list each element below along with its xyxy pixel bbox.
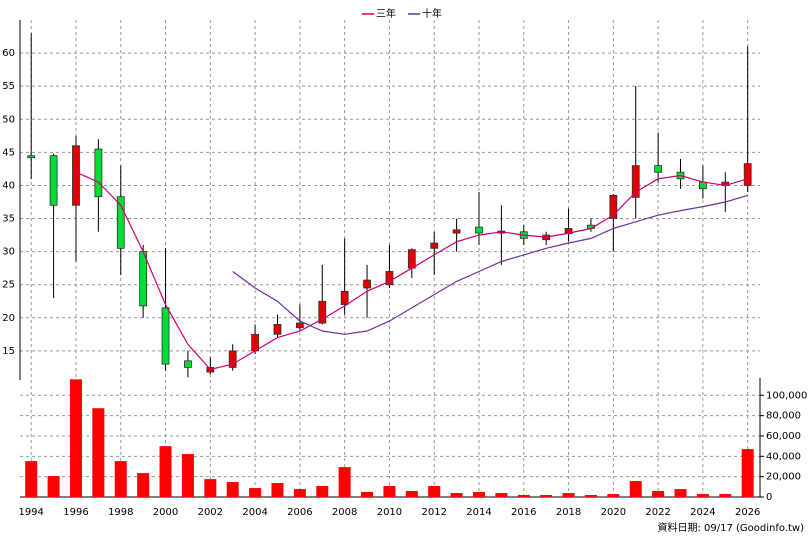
x-tick-label: 2016 [511,507,536,518]
volume-bar [137,473,150,497]
volume-bar [25,461,38,497]
volume-bar [450,493,463,497]
volume-tick-label: 80,000 [766,411,801,422]
y-tick-label: 60 [2,48,15,59]
ma-line [232,194,748,335]
ma-line [75,171,748,371]
candle-body [228,350,237,368]
volume-bar [316,486,329,497]
x-tick-label: 1996 [63,507,88,518]
volume-tick-label: 20,000 [766,472,801,483]
volume-bar [584,494,597,497]
volume-tick-label: 0 [766,492,772,503]
volume-bar [495,493,508,497]
x-tick-label: 2022 [645,507,670,518]
x-tick-label: 2010 [377,507,402,518]
footnote: 資料日期: 09/17 (Goodinfo.tw) [657,521,804,534]
volume-bar [562,493,575,497]
candle-body [295,322,304,329]
x-tick-label: 1994 [18,507,43,518]
volume-bar [383,486,396,497]
x-tick-label: 2012 [421,507,446,518]
volume-bar [271,483,284,497]
volume-bar [114,461,127,497]
candle-body [340,290,349,305]
volume-bar [249,488,262,497]
candle-body [564,228,573,235]
volume-bar [428,486,441,497]
x-tick-label: 2006 [287,507,312,518]
volume-bar [69,379,82,497]
y-tick-label: 30 [2,247,15,258]
y-tick-label: 35 [2,214,15,225]
volume-bar [226,482,239,497]
candle-body [385,271,394,286]
volume-bar [204,479,217,497]
volume-bar [293,489,306,497]
x-tick-label: 2008 [332,507,357,518]
candle-body [27,155,36,159]
candle-body [654,165,663,173]
x-tick-label: 2026 [735,507,760,518]
volume-bar [741,449,754,497]
volume-bar [674,489,687,497]
volume-bar [629,481,642,497]
x-tick-label: 2000 [153,507,178,518]
y-tick-label: 45 [2,147,15,158]
x-tick-label: 2004 [242,507,267,518]
candle-body [699,181,707,190]
volume-bar [405,490,418,497]
volume-bar [181,454,194,497]
volume-bar [607,494,620,497]
candle-body [49,155,58,206]
volume-bar [719,494,732,497]
legend-label: 三年 [376,7,396,20]
candle-body [94,148,103,198]
x-tick-label: 2018 [556,507,581,518]
volume-bar [47,476,60,497]
candle-body [743,163,752,186]
candle-body [609,194,618,219]
x-tick-label: 2020 [601,507,626,518]
volume-bar [473,492,486,497]
candle-body [161,307,170,365]
y-tick-label: 50 [2,114,15,125]
volume-tick-label: 60,000 [766,431,801,442]
volume-bar [696,494,709,497]
y-tick-label: 55 [2,81,15,92]
candle-body [116,196,125,249]
volume-bar [92,408,105,497]
candle-body [407,249,416,269]
volume-bar [517,494,530,497]
x-tick-label: 2014 [466,507,491,518]
y-tick-label: 40 [2,180,15,191]
candle-body [475,226,483,234]
candle-body [363,279,371,289]
candle-body [273,324,282,335]
candle-body [430,242,439,249]
candle-body [184,360,192,368]
volume-tick-label: 40,000 [766,451,801,462]
volume-bar [652,490,665,497]
x-tick-label: 1998 [108,507,133,518]
candle-body [72,145,80,206]
volume-bar [338,467,351,497]
legend-label: 十年 [422,7,442,20]
y-tick-label: 15 [2,346,15,357]
y-tick-label: 20 [2,313,15,324]
candle-body [318,300,327,324]
candle-body [631,165,640,198]
x-tick-label: 2024 [690,507,715,518]
volume-tick-label: 100,000 [766,390,807,401]
candle-body [251,333,259,352]
x-tick-label: 2002 [198,507,223,518]
candle-body [139,251,148,307]
candle-body [452,229,461,234]
volume-bar [540,494,553,497]
volume-bar [159,446,172,497]
volume-bar [361,492,374,497]
y-tick-label: 25 [2,280,15,291]
